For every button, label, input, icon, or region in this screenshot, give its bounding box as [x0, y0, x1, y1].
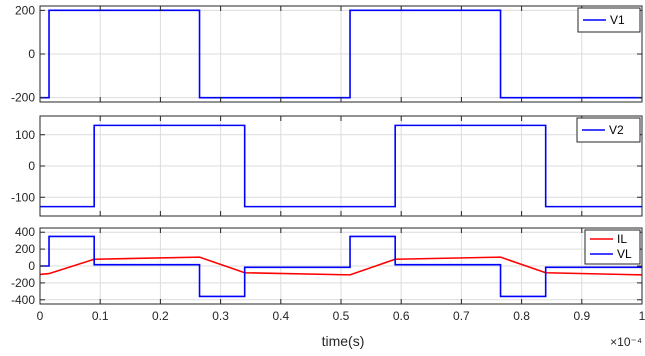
x-tick-label: 0.8	[513, 309, 530, 323]
legend-label-vl: VL	[617, 247, 632, 261]
x-tick-label: 0.7	[453, 309, 470, 323]
x-tick-label: 0.4	[272, 309, 289, 323]
y-tick-label: 0	[28, 159, 35, 173]
series-line-v2	[40, 124, 642, 208]
legend-label-v1: V1	[610, 13, 625, 27]
x-axis-scale-label: ×10⁻⁴	[610, 335, 642, 349]
y-tick-label: 400	[15, 225, 35, 239]
legend-label-il: IL	[617, 232, 627, 246]
panels: -200 0 200 V1 -100 0 100 V2 -400 -200 0 200 400 0 0.1 0…	[11, 3, 645, 323]
x-tick-label: 1	[639, 309, 645, 323]
x-tick-label: 0.9	[573, 309, 590, 323]
y-tick-label: 0	[28, 47, 35, 61]
y-tick-label: -200	[11, 276, 35, 290]
y-tick-label: -200	[11, 91, 35, 105]
panel-1: -200 0 200 V1	[11, 3, 643, 105]
x-tick-label: 0.2	[152, 309, 169, 323]
series-line-il	[39, 256, 643, 276]
legend-label-v2: V2	[609, 123, 624, 137]
x-tick-label: 0.1	[92, 309, 109, 323]
panel-2: -100 0 100 V2	[11, 115, 643, 217]
y-tick-label: -100	[11, 190, 35, 204]
legend: V1	[577, 7, 641, 33]
x-axis-label: time(s)	[322, 333, 365, 349]
panel-3: -400 -200 0 200 400 0 0.1 0.2 0.3 0.4 0.5 0.6 0.7 0.8…	[11, 225, 645, 323]
y-tick-label: 100	[15, 128, 35, 142]
x-tick-label: 0.3	[212, 309, 229, 323]
series-line-v1	[40, 9, 642, 99]
series-line-vl	[40, 235, 642, 298]
y-tick-label: -400	[11, 293, 35, 307]
x-tick-label: 0	[37, 309, 44, 323]
x-tick-label: 0.5	[333, 309, 350, 323]
y-tick-label: 0	[28, 259, 35, 273]
legend-box	[584, 229, 641, 265]
y-tick-label: 200	[15, 3, 35, 17]
y-tick-label: 200	[15, 242, 35, 256]
x-tick-label: 0.6	[393, 309, 410, 323]
legend: V2	[576, 117, 641, 143]
